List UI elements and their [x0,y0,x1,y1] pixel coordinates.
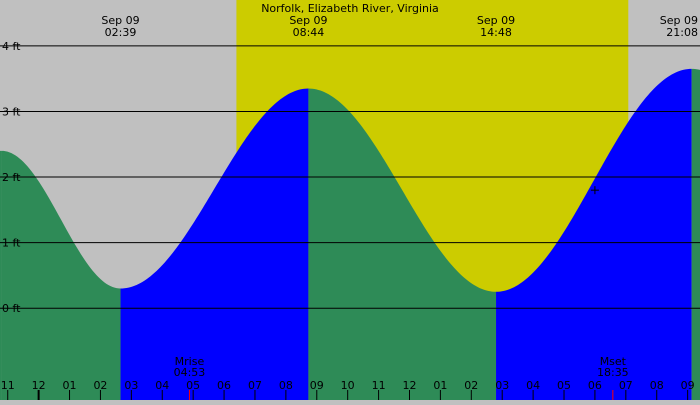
falling-tide-segment [0,150,2,400]
hour-label: 07 [619,379,633,392]
hour-label: 10 [341,379,355,392]
hour-label: 05 [186,379,200,392]
falling-tide-segment [1,150,121,400]
hour-label: 11 [1,379,15,392]
tide-event-date: Sep 09 [477,14,515,27]
tide-event-time: 14:48 [480,26,512,39]
falling-tide-segment [691,68,700,400]
hour-label: 09 [310,379,324,392]
hour-label: 02 [93,379,107,392]
y-tick-label: 3 ft [2,105,21,118]
hour-label: 12 [32,379,46,392]
tide-event-time: 08:44 [293,26,325,39]
hour-label: 01 [433,379,447,392]
y-tick-label: 4 ft [2,40,21,53]
hour-label: 08 [279,379,293,392]
hour-label: 11 [372,379,386,392]
hour-label: 09 [681,379,695,392]
hour-label: 06 [217,379,231,392]
rising-tide-segment [496,68,692,400]
moon-event-time: 18:35 [597,366,629,379]
tide-area-layer [0,68,700,401]
moon-event-time: 04:53 [174,366,206,379]
hour-label: 05 [557,379,571,392]
moon-event-label: Mrise [175,355,205,368]
hour-label: 03 [124,379,138,392]
grid-layer [0,45,700,400]
hour-label: 07 [248,379,262,392]
hour-label: 03 [495,379,509,392]
hour-label: 08 [650,379,664,392]
chart-title: Norfolk, Elizabeth River, Virginia [261,2,439,15]
y-tick-label: 2 ft [2,171,21,184]
tide-event-date: Sep 09 [660,14,698,27]
tide-event-time: 21:08 [666,26,698,39]
hour-label: 01 [63,379,77,392]
hour-label: 02 [464,379,478,392]
tide-event-date: Sep 09 [289,14,327,27]
tide-event-time: 02:39 [105,26,137,39]
y-tick-label: 1 ft [2,237,21,250]
y-tick-label: 0 ft [2,302,21,315]
hour-label: 04 [155,379,169,392]
hour-label: 04 [526,379,540,392]
tide-event-date: Sep 09 [101,14,139,27]
hour-label: 12 [402,379,416,392]
rising-tide-segment [120,88,309,401]
moon-event-label: Mset [600,355,627,368]
hour-label: 06 [588,379,602,392]
falling-tide-segment [308,88,497,401]
